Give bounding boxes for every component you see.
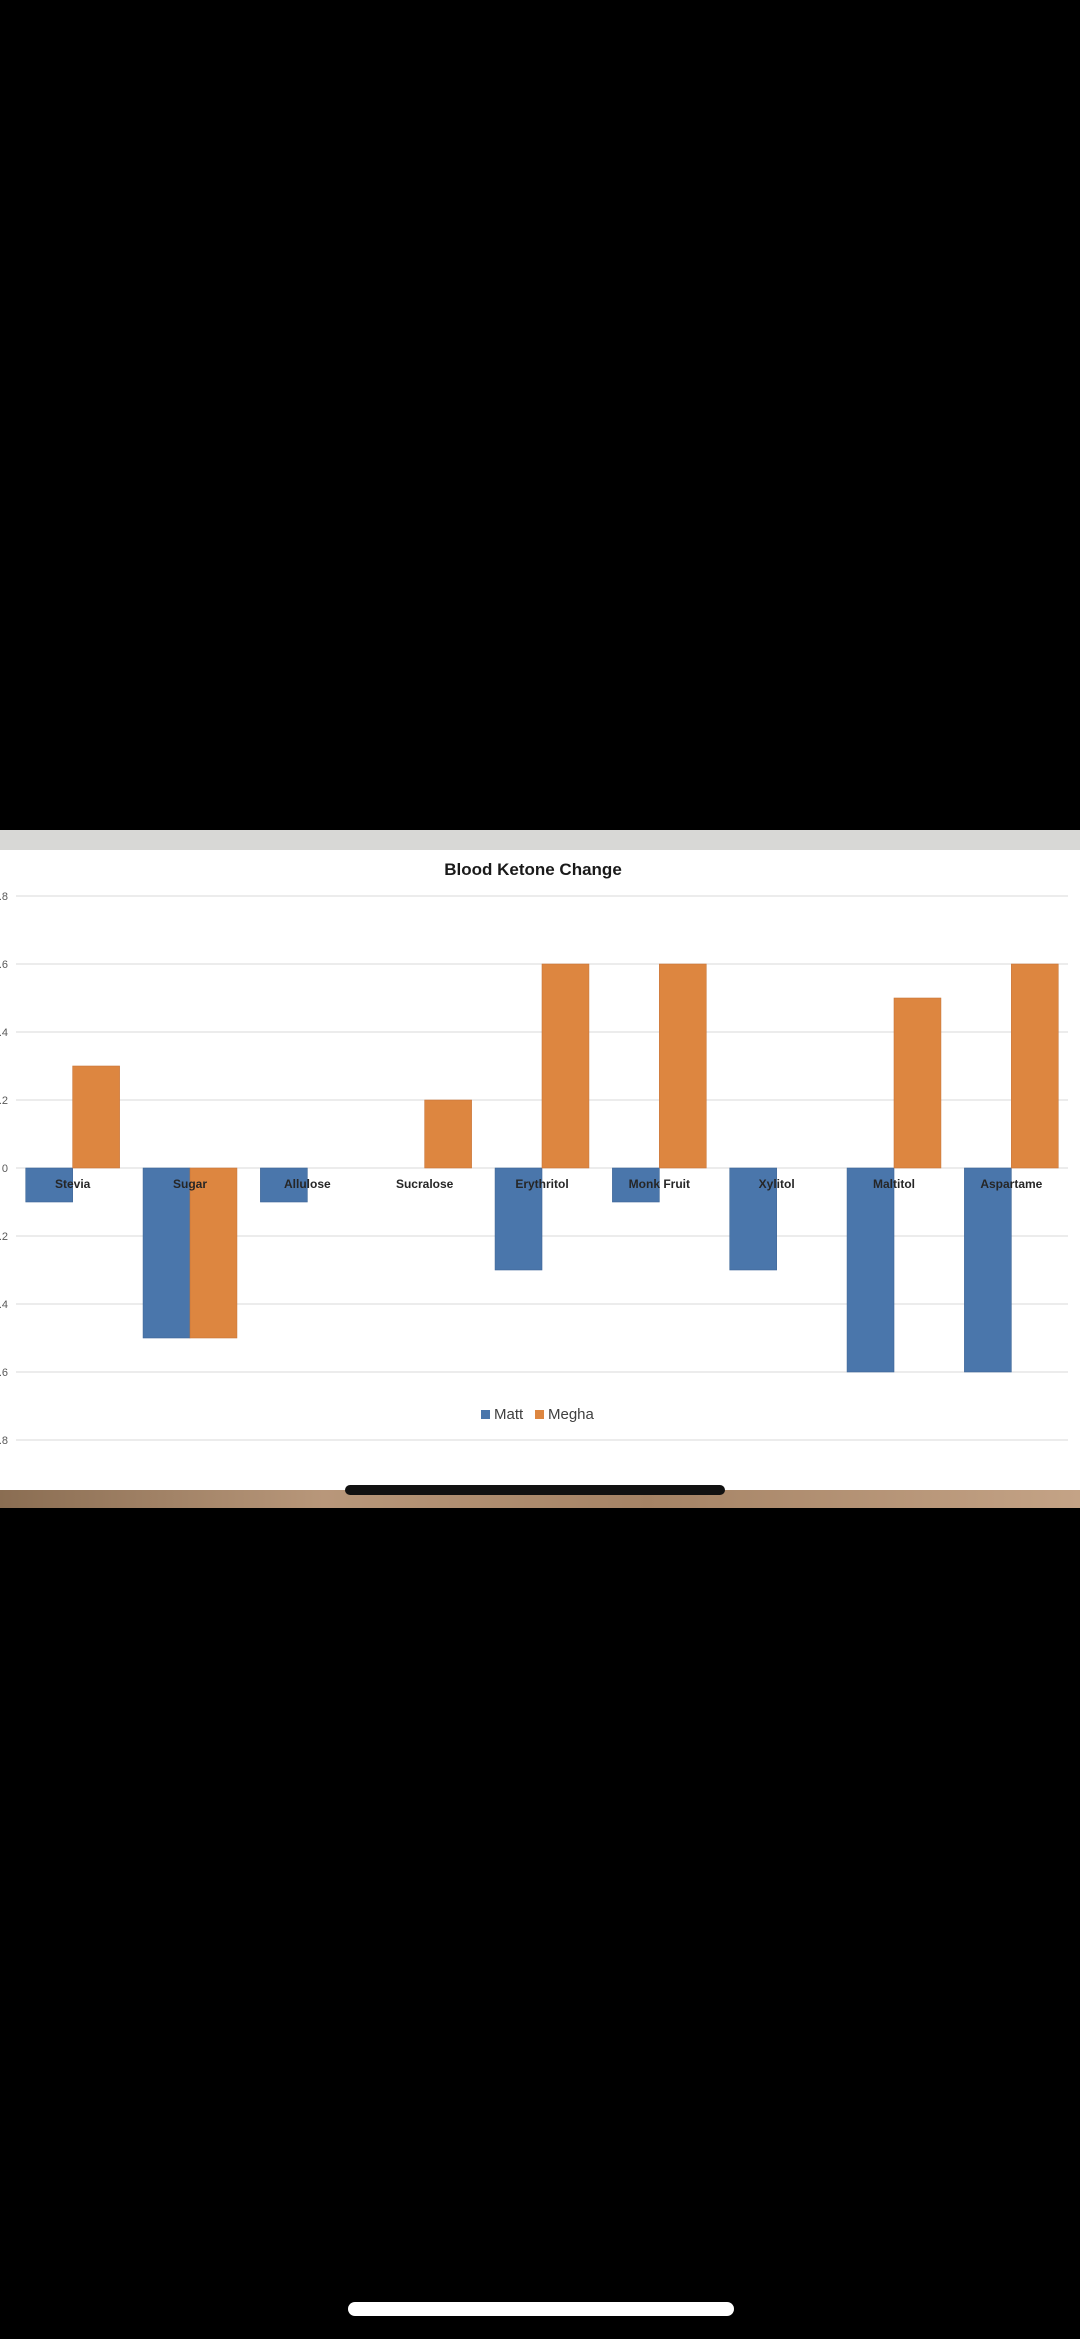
- bar-matt-maltitol: [846, 1167, 895, 1373]
- bar-megha-stevia: [72, 1065, 120, 1169]
- bar-matt-erythritol: [494, 1167, 543, 1271]
- y-tick-label: .4: [0, 1299, 8, 1311]
- legend-label-megha: Megha: [548, 1406, 595, 1423]
- legend-swatch-matt: [481, 1410, 490, 1419]
- bar-megha-maltitol: [893, 997, 942, 1169]
- bar-megha-monk-fruit: [659, 963, 707, 1169]
- y-tick-label: .6: [0, 959, 8, 971]
- category-label: Maltitol: [873, 1177, 915, 1191]
- bar-megha-sucralose: [424, 1099, 472, 1169]
- category-label: Xylitol: [759, 1177, 795, 1191]
- category-label: Allulose: [284, 1177, 331, 1191]
- category-label: Erythritol: [515, 1177, 568, 1191]
- chart-title: Blood Ketone Change: [444, 860, 622, 879]
- legend-label-matt: Matt: [494, 1406, 524, 1423]
- bar-chart: Blood Ketone Change .8 .6 .4 .2 0 .2 .4 .6 .8 St…: [0, 860, 1068, 1447]
- y-tick-label: 0: [2, 1163, 8, 1175]
- category-label: Aspartame: [980, 1177, 1042, 1191]
- y-tick-label: .4: [0, 1027, 8, 1039]
- y-tick-label: .6: [0, 1367, 8, 1379]
- bar-megha-aspartame: [1011, 963, 1059, 1169]
- bar-megha-sugar: [189, 1167, 238, 1339]
- legend-swatch-megha: [535, 1410, 544, 1419]
- y-tick-labels: .8 .6 .4 .2 0 .2 .4 .6 .8: [0, 891, 8, 1447]
- category-label: Stevia: [55, 1177, 91, 1191]
- bar-megha-erythritol: [541, 963, 590, 1169]
- bar-matt-allulose: [260, 1167, 308, 1203]
- category-label: Sucralose: [396, 1177, 454, 1191]
- video-frame[interactable]: Blood Ketone Change .8 .6 .4 .2 0 .2 .4 .6 .8 St…: [0, 830, 1080, 1508]
- y-tick-label: .8: [0, 891, 8, 903]
- y-tick-label: .8: [0, 1435, 8, 1447]
- bars: [25, 963, 1059, 1373]
- home-indicator[interactable]: [348, 2302, 734, 2316]
- bar-matt-aspartame: [964, 1167, 1012, 1373]
- legend: Matt Megha: [481, 1406, 595, 1423]
- y-tick-label: .2: [0, 1095, 8, 1107]
- video-scrubber[interactable]: [345, 1485, 725, 1495]
- category-label: Monk Fruit: [629, 1177, 690, 1191]
- table-edge: [0, 1490, 1080, 1508]
- bar-matt-xylitol: [729, 1167, 777, 1271]
- bar-matt-monk-fruit: [612, 1167, 660, 1203]
- category-labels: Stevia Sugar Allulose Sucralose Erythritol Mo…: [55, 1177, 1043, 1191]
- y-tick-label: .2: [0, 1231, 8, 1243]
- bar-matt-stevia: [25, 1167, 73, 1203]
- chart-slide: Blood Ketone Change .8 .6 .4 .2 0 .2 .4 .6 .8 St…: [0, 850, 1080, 1490]
- bar-matt-sugar: [142, 1167, 191, 1339]
- category-label: Sugar: [173, 1177, 207, 1191]
